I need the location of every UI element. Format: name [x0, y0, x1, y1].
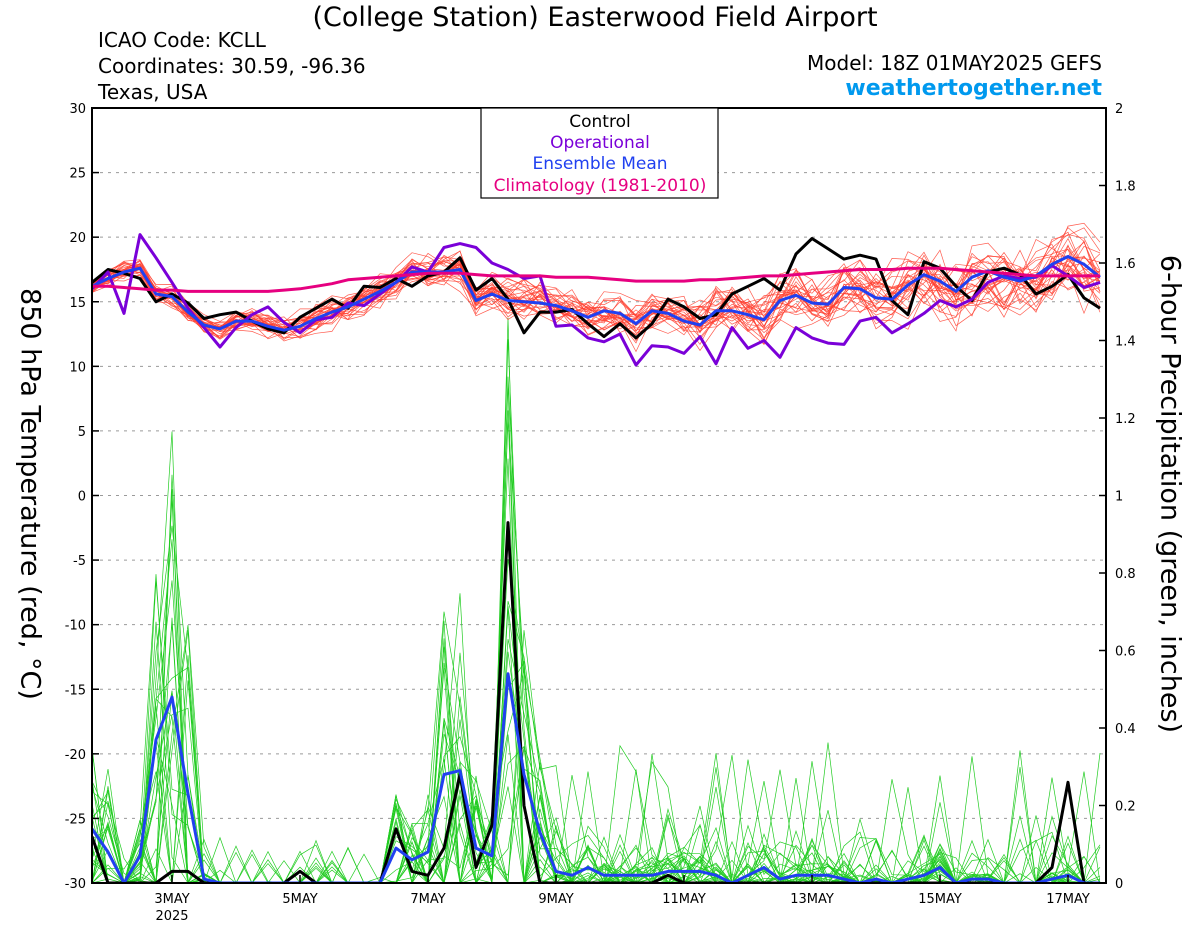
right-tick-label: 1.2 — [1115, 412, 1136, 427]
right-tick-label: 0.2 — [1115, 800, 1136, 815]
left-tick-label: 30 — [69, 102, 86, 117]
left-tick-label: 20 — [69, 231, 86, 246]
coordinates: Coordinates: 30.59, -96.36 — [98, 54, 366, 78]
left-tick-label: 10 — [69, 360, 86, 375]
left-tick-label: 15 — [69, 296, 86, 311]
precip-member-line — [92, 418, 1101, 883]
model-run: Model: 18Z 01MAY2025 GEFS — [807, 51, 1102, 75]
left-tick-label: 5 — [78, 425, 86, 440]
left-axis: 30 25 20 15 10 5 0 -5 -10 -15 -20 -25 -30 — [65, 102, 99, 892]
y-axis-right-label: 6-hour Precipitation (green, inches) — [1154, 254, 1186, 734]
precip-member-line — [92, 639, 1100, 883]
right-tick-label: 0 — [1115, 877, 1123, 892]
precip-member-line — [92, 607, 1100, 883]
precip-member-line — [92, 580, 1101, 883]
right-axis: 2 1.8 1.6 1.4 1.2 1 0.8 0.6 0.4 0.2 0 — [1099, 102, 1136, 892]
left-tick-label: -5 — [73, 554, 86, 569]
temp-climatology-line — [92, 266, 1100, 293]
temp-ensemble-members — [92, 222, 1101, 353]
precip-member-line — [92, 638, 1100, 883]
icao-code: ICAO Code: KCLL — [98, 28, 266, 52]
precip-member-line — [92, 339, 1100, 883]
precip-member-line — [92, 630, 1100, 883]
right-tick-label: 0.6 — [1115, 645, 1136, 660]
left-tick-label: 0 — [78, 490, 86, 505]
x-tick-label: 17MAY — [1046, 892, 1090, 907]
precip-ensemble-members — [92, 317, 1101, 883]
y-axis-left-label: 850 hPa Temperature (red, °C) — [14, 288, 46, 700]
precip-member-line — [92, 458, 1100, 883]
temp-member-line — [92, 222, 1101, 339]
precip-member-line — [92, 621, 1100, 883]
temp-member-line — [92, 231, 1101, 336]
precip-member-line — [92, 620, 1100, 883]
left-tick-label: -25 — [65, 812, 86, 827]
precip-member-line — [92, 474, 1100, 883]
x-axis: 3MAY 2025 5MAY 7MAY 9MAY 11MAY 13MAY 15MAY 17MAY — [154, 875, 1090, 924]
x-tick-label: 7MAY — [410, 892, 445, 907]
temp-member-line — [92, 242, 1101, 333]
right-tick-label: 0.4 — [1115, 722, 1136, 737]
precip-member-line — [92, 734, 1101, 883]
precip-member-line — [92, 376, 1101, 883]
right-tick-label: 1.4 — [1115, 335, 1136, 350]
series-lines — [92, 233, 1101, 883]
right-tick-label: 1.8 — [1115, 180, 1136, 195]
precip-member-line — [92, 580, 1100, 883]
website-link[interactable]: weathertogether.net — [845, 76, 1102, 101]
legend-operational: Operational — [550, 133, 650, 153]
x-tick-label: 9MAY — [538, 892, 573, 907]
x-tick-label: 13MAY — [790, 892, 834, 907]
legend: Control Operational Ensemble Mean Climat… — [480, 107, 719, 199]
x-tick-label: 5MAY — [282, 892, 317, 907]
right-tick-label: 1 — [1115, 490, 1123, 505]
precip-member-line — [92, 707, 1100, 883]
legend-climatology: Climatology (1981-2010) — [494, 176, 707, 196]
grid-lines — [92, 107, 1106, 884]
left-tick-label: -10 — [65, 619, 86, 634]
legend-box — [480, 107, 719, 199]
legend-ensemble-mean: Ensemble Mean — [532, 154, 667, 174]
left-tick-label: -30 — [65, 877, 86, 892]
precip-member-line — [92, 605, 1100, 883]
x-tick-label: 15MAY — [918, 892, 962, 907]
precip-control-line — [92, 521, 1100, 883]
legend-control: Control — [569, 112, 630, 132]
precip-member-line — [92, 660, 1101, 883]
precip-member-line — [92, 410, 1100, 883]
left-tick-label: -20 — [65, 748, 86, 763]
right-tick-label: 0.8 — [1115, 567, 1136, 582]
left-tick-label: -15 — [65, 683, 86, 698]
x-tick-label: 3MAY — [154, 892, 189, 907]
x-tick-label: 11MAY — [662, 892, 706, 907]
precip-member-line — [92, 522, 1101, 883]
chart-title: (College Station) Easterwood Field Airpo… — [312, 2, 878, 33]
temp-ensemble-mean-line — [92, 255, 1101, 332]
precip-member-line — [92, 601, 1101, 883]
precip-member-line — [92, 539, 1100, 883]
precip-ensemble-mean-line — [92, 672, 1100, 883]
temp-member-line — [92, 256, 1101, 353]
precip-member-line — [92, 383, 1100, 883]
temp-operational-line — [92, 233, 1101, 367]
temp-member-line — [92, 248, 1101, 334]
left-tick-label: 25 — [69, 167, 86, 182]
right-tick-label: 2 — [1115, 102, 1123, 117]
x-tick-sublabel: 2025 — [155, 909, 188, 924]
precip-member-line — [92, 661, 1100, 883]
region: Texas, USA — [98, 80, 208, 104]
precip-member-line — [92, 317, 1100, 883]
right-tick-label: 1.6 — [1115, 257, 1136, 272]
